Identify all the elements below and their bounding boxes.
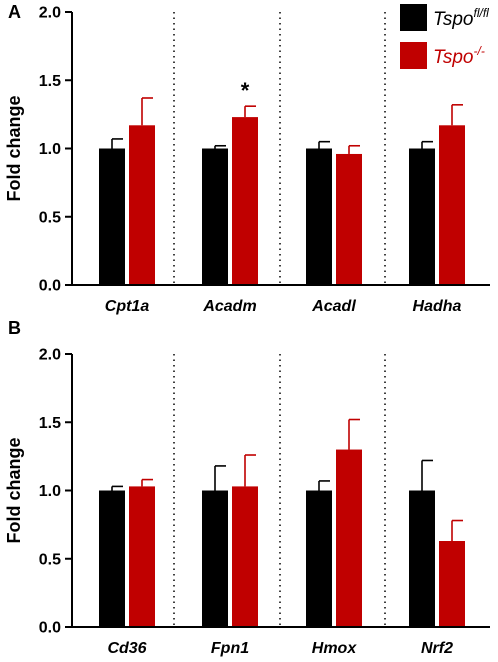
category-label-cpt1a: Cpt1a — [105, 298, 150, 315]
panel-b: B Fold change Cd36 Fpn1 Hmox Nrf2 0.0 0.5 1.0 1.5… — [4, 318, 490, 657]
panel-letter: B — [8, 318, 21, 338]
bar-cd36-series-0 — [99, 490, 125, 627]
y-axis-label: Fold change — [4, 437, 24, 543]
y-tick-label: 1.5 — [39, 73, 61, 90]
bar-hadha-series-1 — [439, 125, 465, 285]
bar-acadm-series-0 — [202, 148, 228, 285]
panel-a: A Fold change Cpt1a Acadm Acadl Hadha * 0.0 0.5 1… — [4, 2, 490, 315]
y-tick-label: 0.5 — [39, 209, 61, 226]
y-tick-label: 0.0 — [39, 278, 61, 295]
bar-nrf2-series-0 — [409, 490, 435, 627]
bar-cd36-series-1 — [129, 486, 155, 627]
category-label-fpn1: Fpn1 — [211, 640, 249, 657]
category-label-hmox: Hmox — [312, 640, 358, 657]
bar-hadha-series-0 — [409, 148, 435, 285]
bar-nrf2-series-1 — [439, 541, 465, 627]
category-label-acadl: Acadl — [311, 298, 356, 315]
legend-label-0: Tspofl/fl — [433, 6, 489, 30]
y-tick-label: 1.5 — [39, 415, 61, 432]
y-tick-label: 2.0 — [39, 5, 61, 22]
legend-swatch-0 — [400, 4, 427, 31]
bar-hmox-series-1 — [336, 449, 362, 627]
y-tick-label: 1.0 — [39, 141, 61, 158]
panel-letter: A — [8, 2, 21, 22]
bar-fpn1-series-1 — [232, 486, 258, 627]
category-label-cd36: Cd36 — [107, 640, 146, 657]
category-label-acadm: Acadm — [202, 298, 256, 315]
bar-acadl-series-1 — [336, 153, 362, 285]
significance-marker: * — [241, 78, 250, 103]
category-label-nrf2: Nrf2 — [421, 640, 453, 657]
y-tick-label: 0.5 — [39, 551, 61, 568]
y-tick-label: 0.0 — [39, 620, 61, 637]
legend-label-base: Tspo — [433, 47, 474, 68]
legend-swatch-1 — [400, 42, 427, 69]
legend-label-superscript: fl/fl — [474, 6, 490, 20]
y-tick-label: 2.0 — [39, 347, 61, 364]
y-tick-label: 1.0 — [39, 483, 61, 500]
legend-label-1: Tspo-/- — [433, 44, 485, 68]
bar-cpt1a-series-1 — [129, 125, 155, 285]
category-label-hadha: Hadha — [413, 298, 462, 315]
bar-acadm-series-1 — [232, 117, 258, 285]
bar-hmox-series-0 — [306, 490, 332, 627]
bar-fpn1-series-0 — [202, 490, 228, 627]
bar-acadl-series-0 — [306, 148, 332, 285]
bar-cpt1a-series-0 — [99, 148, 125, 285]
legend-label-base: Tspo — [433, 9, 474, 30]
legend-label-superscript: -/- — [474, 44, 485, 58]
y-axis-label: Fold change — [4, 95, 24, 201]
